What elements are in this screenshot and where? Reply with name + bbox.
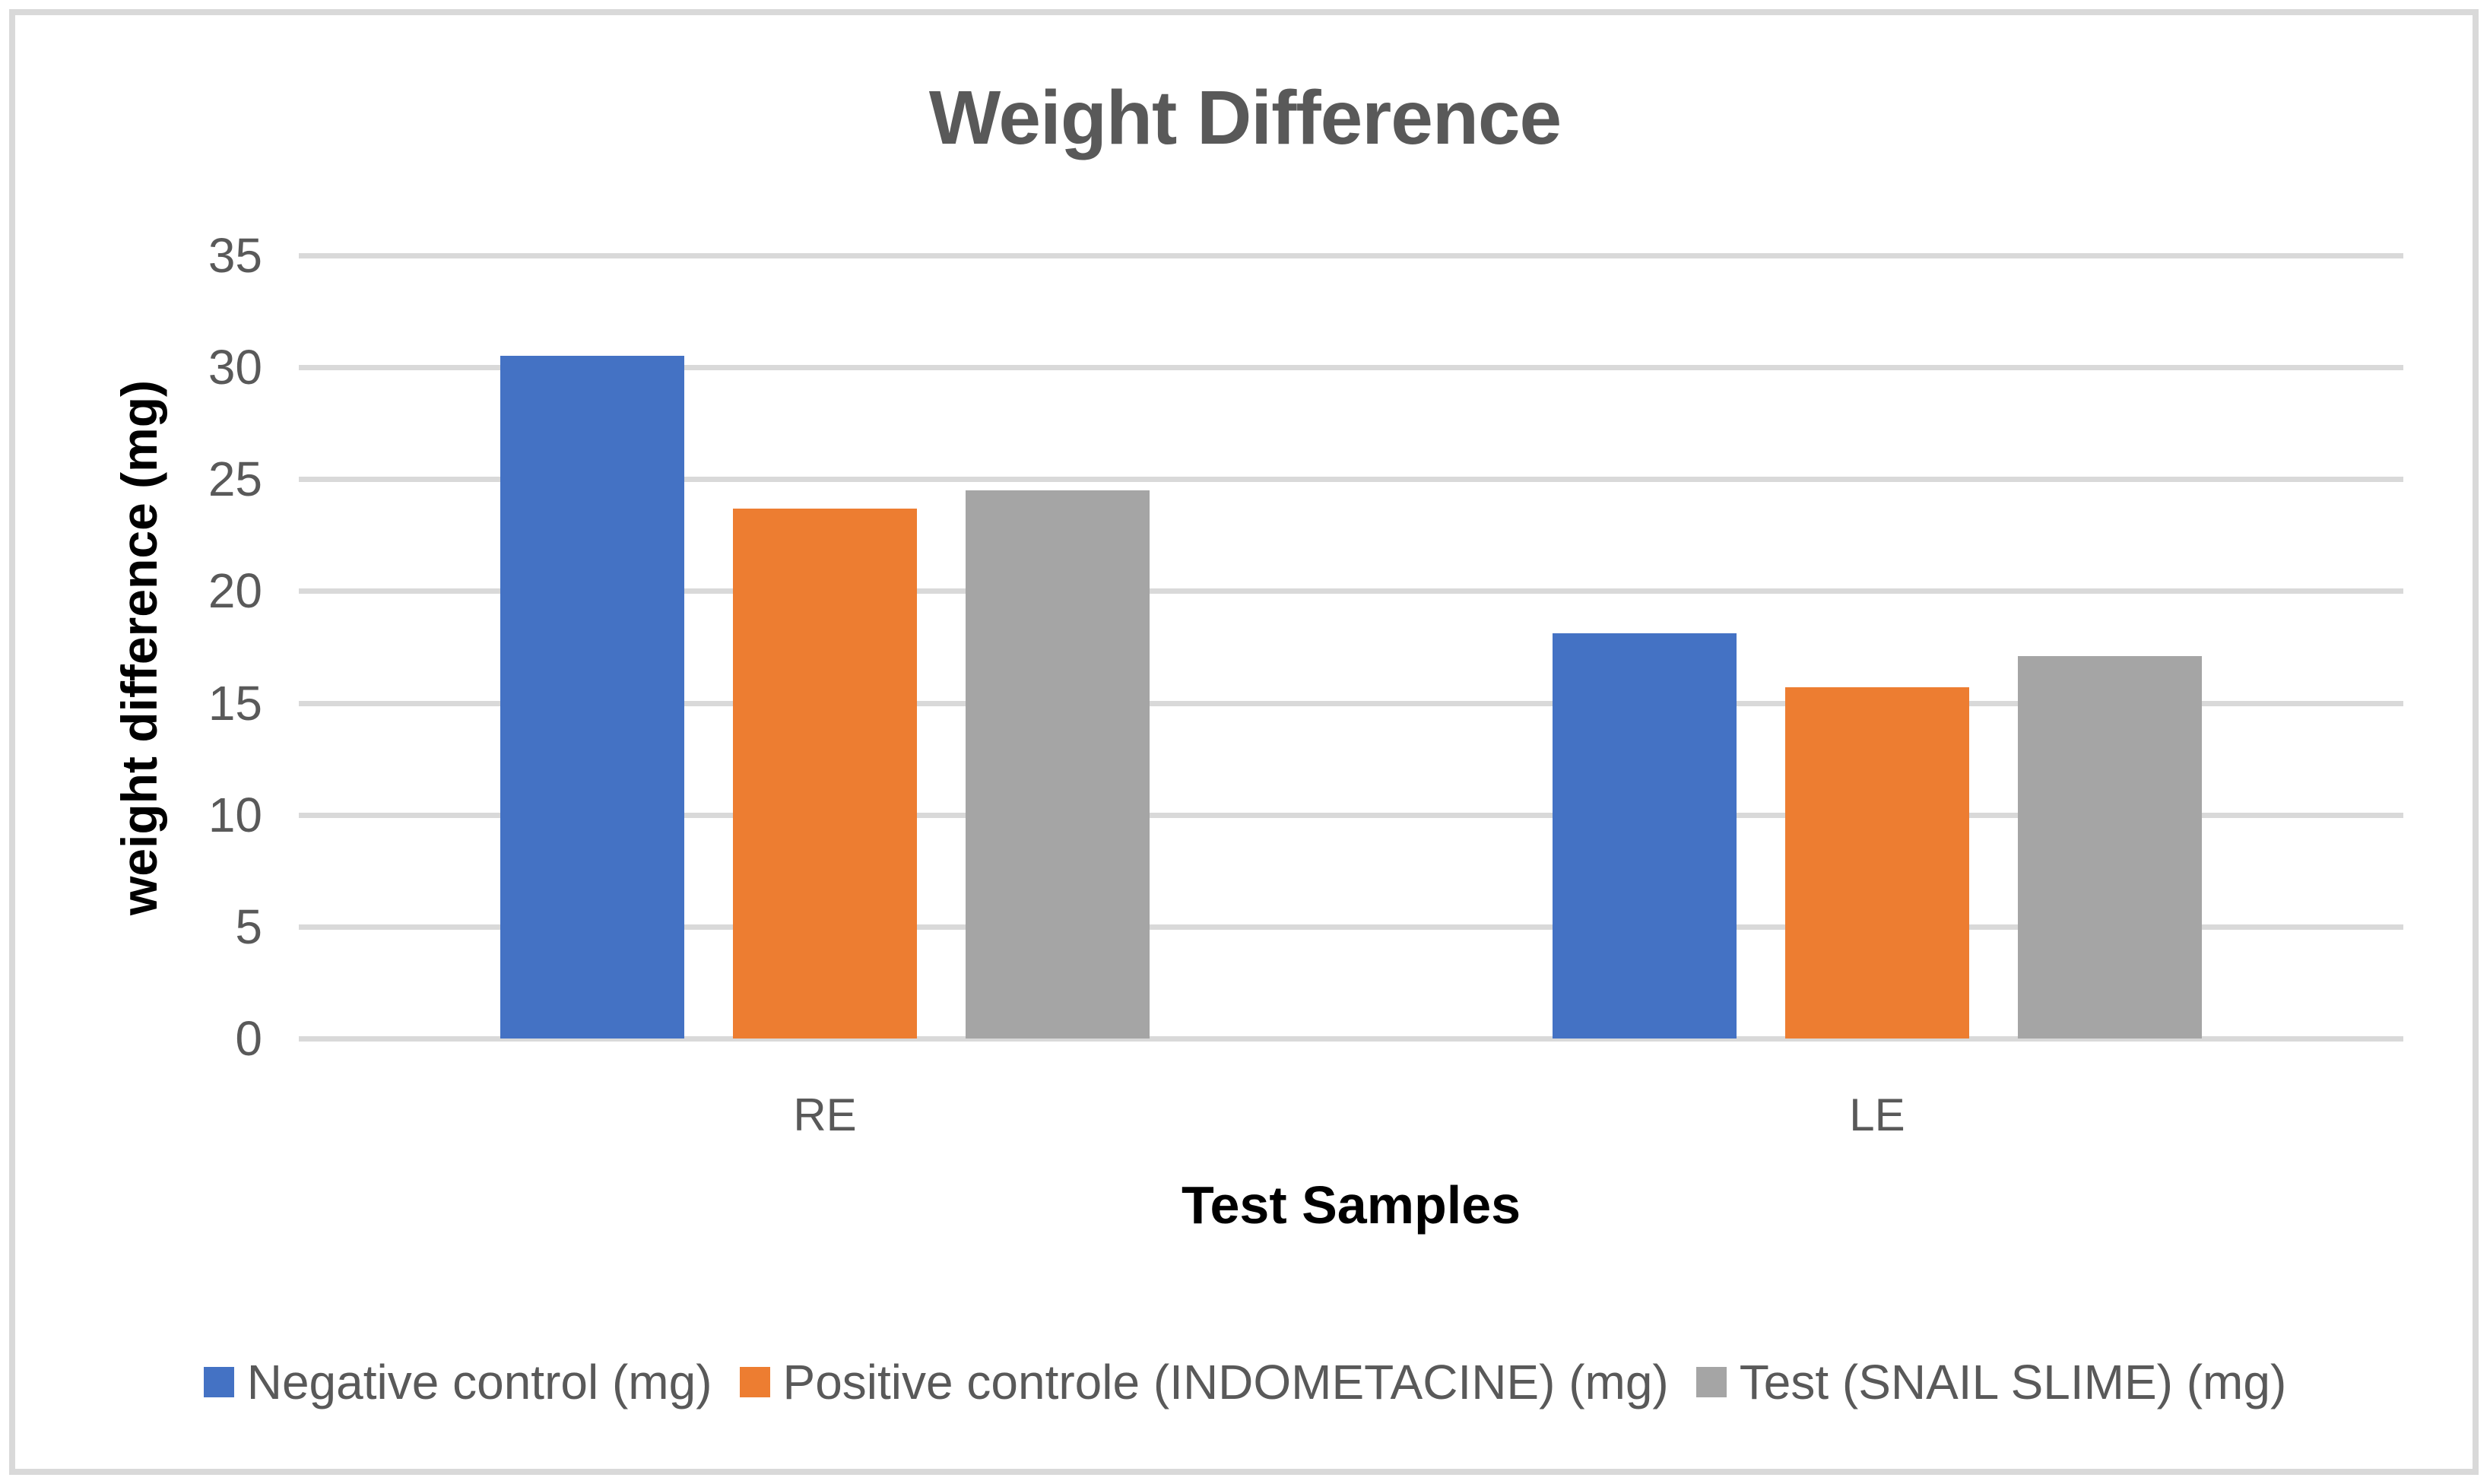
legend-item-3: Test (SNAIL SLIME) (mg) bbox=[1695, 1354, 2287, 1410]
bar-RE-series-3 bbox=[966, 490, 1150, 1038]
legend-item-1: Negative control (mg) bbox=[203, 1354, 712, 1410]
gridline-y-20 bbox=[299, 588, 2403, 595]
legend-swatch-icon bbox=[1695, 1367, 1727, 1397]
y-tick-label-30: 30 bbox=[208, 340, 262, 395]
gridline-y-25 bbox=[299, 477, 2403, 483]
category-label-LE: LE bbox=[1849, 1089, 1905, 1140]
category-label-RE: RE bbox=[793, 1089, 857, 1140]
gridline-y-30 bbox=[299, 365, 2403, 371]
bar-LE-series-1 bbox=[1553, 633, 1737, 1038]
gridline-y-15 bbox=[299, 700, 2403, 706]
legend-item-2: Positive controle (INDOMETACINE) (mg) bbox=[739, 1354, 1669, 1410]
plot-area bbox=[299, 253, 2403, 1042]
gridline-y-5 bbox=[299, 924, 2403, 930]
gridline-y-0 bbox=[299, 1036, 2403, 1042]
bar-RE-series-2 bbox=[733, 509, 917, 1038]
legend-label: Negative control (mg) bbox=[246, 1355, 712, 1409]
bar-RE-series-1 bbox=[500, 356, 684, 1038]
legend: Negative control (mg) Positive controle (… bbox=[0, 1347, 2490, 1417]
legend-swatch-icon bbox=[203, 1367, 234, 1397]
y-tick-label-10: 10 bbox=[208, 787, 262, 842]
gridline-y-10 bbox=[299, 812, 2403, 818]
y-tick-label-35: 35 bbox=[208, 228, 262, 283]
chart-title: Weight Difference bbox=[928, 75, 1562, 160]
bar-LE-series-3 bbox=[2018, 656, 2202, 1038]
y-tick-label-0: 0 bbox=[235, 1011, 262, 1066]
legend-label: Test (SNAIL SLIME) (mg) bbox=[1739, 1355, 2287, 1409]
y-tick-label-25: 25 bbox=[208, 452, 262, 507]
y-tick-label-20: 20 bbox=[208, 563, 262, 619]
gridline-y-35 bbox=[299, 253, 2403, 258]
bar-LE-series-2 bbox=[1785, 687, 1969, 1038]
legend-label: Positive controle (INDOMETACINE) (mg) bbox=[782, 1355, 1669, 1409]
legend-swatch-icon bbox=[739, 1367, 770, 1397]
x-axis-title: Test Samples bbox=[1181, 1175, 1521, 1235]
y-tick-label-15: 15 bbox=[208, 675, 262, 731]
y-tick-label-5: 5 bbox=[235, 899, 262, 954]
